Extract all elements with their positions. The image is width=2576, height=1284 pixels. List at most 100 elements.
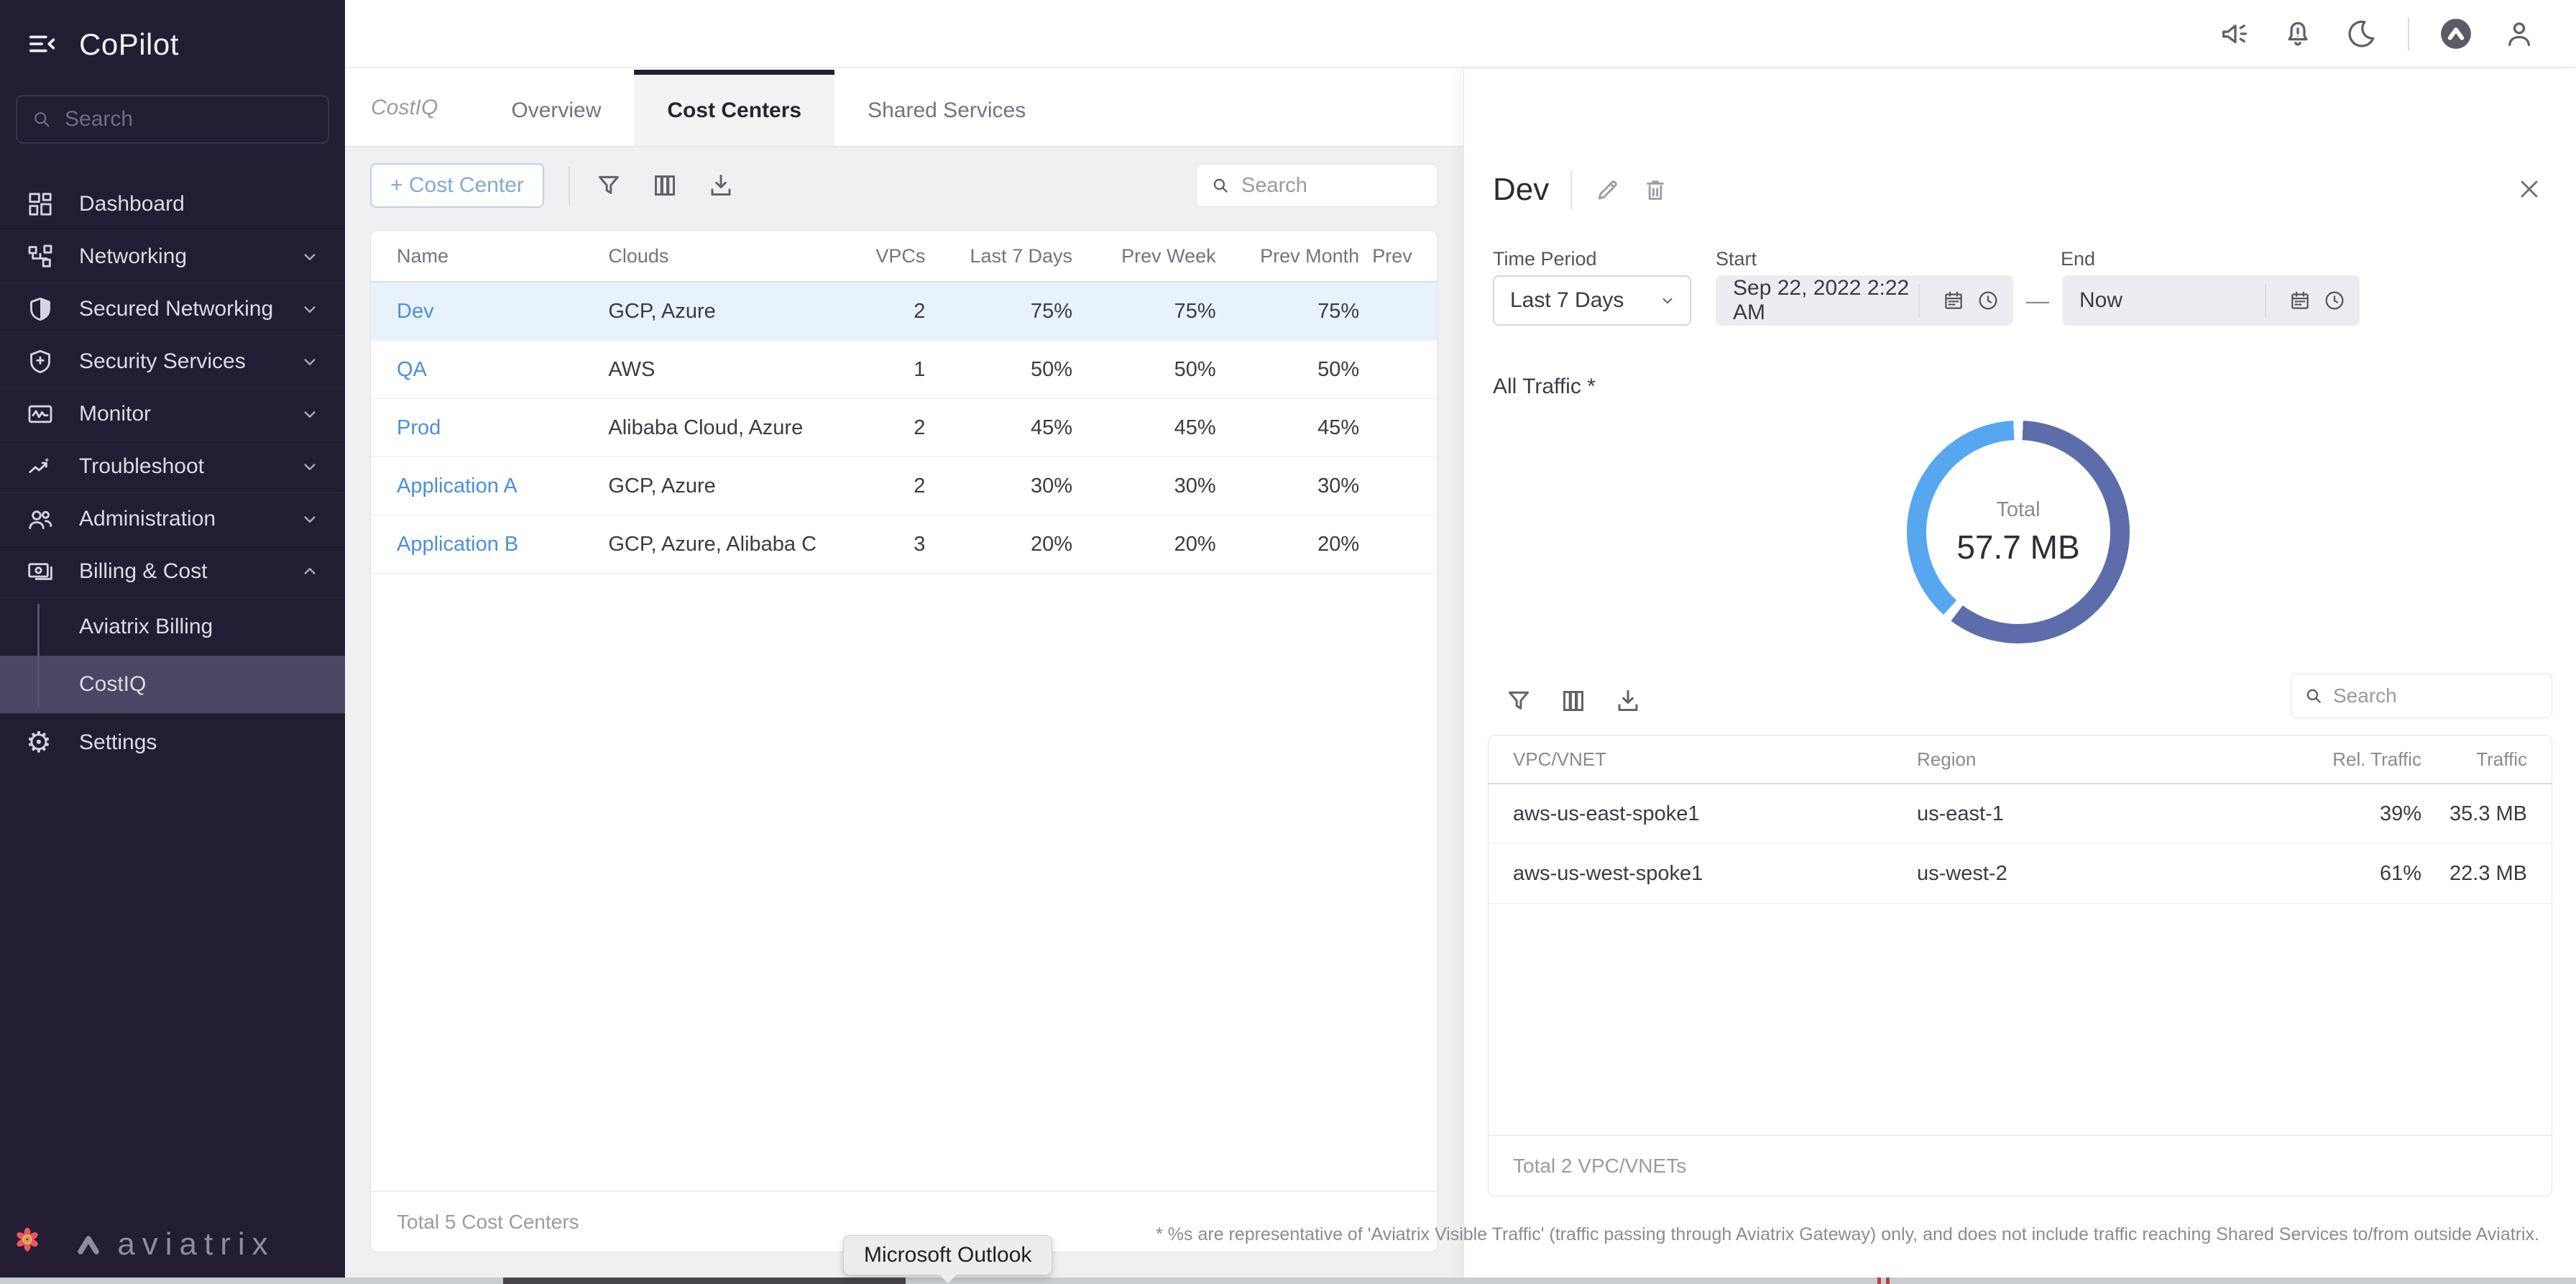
filter-icon[interactable]	[1504, 687, 1533, 715]
dark-mode-moon-icon[interactable]	[2345, 17, 2378, 50]
column-header-clouds[interactable]: Clouds	[608, 245, 823, 267]
sidebar-item-secured-networking[interactable]: Secured Networking	[0, 283, 345, 336]
sidebar-item-administration[interactable]: Administration	[0, 493, 345, 546]
chevron-down-icon	[299, 351, 321, 372]
chevron-down-icon	[299, 508, 321, 530]
cost-center-link[interactable]: Prod	[397, 416, 441, 439]
table-row-dev[interactable]: Dev GCP, Azure 2 75% 75% 75%	[371, 283, 1437, 341]
trend-icon	[26, 452, 58, 481]
vpc-row-us-west[interactable]: aws-us-west-spoke1 us-west-2 61% 22.3 MB	[1489, 844, 2552, 904]
sidebar-item-aviatrix-billing[interactable]: Aviatrix Billing	[79, 615, 213, 638]
cost-centers-toolbar: + Cost Center	[370, 163, 1438, 208]
time-period-select[interactable]: Last 7 Days	[1493, 275, 1691, 326]
vpc-row-us-east[interactable]: aws-us-east-spoke1 us-east-1 39% 35.3 MB	[1489, 784, 2552, 844]
sidebar-search-input[interactable]	[63, 106, 344, 132]
aviatrix-mark-icon	[78, 1236, 100, 1255]
sidebar: CoPilot Dashboard Networking Secured Net…	[0, 0, 345, 1284]
detail-header: Dev	[1493, 169, 1688, 211]
search-icon	[1211, 176, 1230, 195]
cost-center-link[interactable]: QA	[397, 357, 427, 381]
column-header-prev[interactable]: Prev	[1372, 245, 1437, 267]
clock-icon[interactable]	[1976, 288, 2000, 313]
column-header-region[interactable]: Region	[1917, 748, 2305, 771]
column-header-prev-week[interactable]: Prev Week	[1085, 245, 1229, 267]
start-date-field[interactable]: Sep 22, 2022 2:22 AM	[1716, 275, 2013, 326]
donut-total-value: 57.7 MB	[1956, 528, 2080, 566]
column-header-vpc-vnet[interactable]: VPC/VNET	[1513, 748, 1607, 770]
end-date-field[interactable]: Now	[2062, 275, 2360, 326]
table-footer: Total 5 Cost Centers	[371, 1191, 1437, 1252]
chevron-down-icon	[299, 456, 321, 477]
billing-icon	[26, 557, 58, 586]
columns-icon[interactable]	[1559, 687, 1588, 715]
sidebar-item-settings[interactable]: ⚙ Settings	[26, 727, 157, 758]
columns-icon[interactable]	[650, 171, 679, 200]
collapse-menu-icon[interactable]	[26, 28, 59, 61]
download-icon[interactable]	[707, 171, 735, 200]
table-header-row: Name Clouds VPCs Last 7 Days Prev Week P…	[371, 231, 1437, 283]
vpc-table-footer: Total 2 VPC/VNETs	[1489, 1135, 2552, 1196]
filter-icon[interactable]	[594, 171, 623, 200]
calendar-icon[interactable]	[1941, 288, 1966, 313]
tab-bar: CostIQ Overview Cost Centers Shared Serv…	[345, 70, 1463, 147]
tab-shared-services[interactable]: Shared Services	[868, 98, 1026, 122]
section-label-costiq: CostIQ	[371, 96, 438, 119]
edit-pencil-icon[interactable]	[1593, 175, 1622, 204]
sidebar-item-monitor[interactable]: Monitor	[0, 388, 345, 441]
donut-total-label: Total	[1996, 497, 2041, 521]
taskbar-item	[503, 1278, 906, 1284]
detail-title: Dev	[1493, 172, 1550, 207]
column-header-traffic[interactable]: Traffic	[2434, 748, 2552, 771]
sidebar-item-dashboard[interactable]: Dashboard	[0, 178, 345, 231]
column-header-vpcs[interactable]: VPCs	[824, 245, 939, 267]
close-icon[interactable]	[2515, 175, 2544, 203]
aviatrix-avatar-icon[interactable]	[2439, 17, 2472, 50]
column-header-prev-month[interactable]: Prev Month	[1229, 245, 1373, 267]
gear-icon: ⚙	[26, 727, 52, 758]
cost-center-link[interactable]: Dev	[397, 299, 434, 323]
notifications-bell-icon[interactable]	[2281, 17, 2314, 50]
download-icon[interactable]	[1614, 687, 1642, 715]
sidebar-item-security-services[interactable]: Security Services	[0, 336, 345, 388]
sidebar-item-troubleshoot[interactable]: Troubleshoot	[0, 441, 345, 493]
cost-center-link[interactable]: Application B	[397, 532, 519, 556]
column-header-rel-traffic[interactable]: Rel. Traffic	[2305, 748, 2434, 771]
networking-icon	[26, 242, 58, 271]
clock-icon[interactable]	[2322, 288, 2347, 313]
profile-icon[interactable]	[2503, 17, 2536, 50]
sidebar-item-billing-cost[interactable]: Billing & Cost	[0, 546, 345, 598]
table-row-prod[interactable]: Prod Alibaba Cloud, Azure 2 45% 45% 45%	[371, 399, 1437, 457]
chevron-down-icon	[1658, 291, 1677, 310]
vpc-search-input[interactable]	[2332, 684, 2539, 708]
add-cost-center-button[interactable]: + Cost Center	[370, 163, 544, 208]
traffic-donut-chart: Total 57.7 MB	[1907, 421, 2130, 643]
sidebar-item-networking[interactable]: Networking	[0, 231, 345, 283]
megaphone-icon[interactable]	[2218, 17, 2251, 50]
chevron-down-icon	[299, 246, 321, 267]
calendar-icon[interactable]	[2288, 288, 2312, 313]
cost-center-link[interactable]: Application A	[397, 474, 518, 497]
vpc-search[interactable]	[2291, 674, 2552, 718]
table-row-application-b[interactable]: Application B GCP, Azure, Alibaba C 3 20…	[371, 515, 1437, 574]
delete-trash-icon[interactable]	[1641, 175, 1670, 204]
submenu-guide-line	[37, 604, 40, 707]
total-cost-centers: Total 5 Cost Centers	[397, 1210, 579, 1233]
search-icon	[2304, 687, 2323, 705]
tab-cost-centers[interactable]: Cost Centers	[634, 70, 835, 146]
table-row-qa[interactable]: QA AWS 1 50% 50% 50%	[371, 341, 1437, 399]
tab-overview[interactable]: Overview	[511, 98, 602, 122]
vpc-table: VPC/VNET Region Rel. Traffic Traffic aws…	[1488, 735, 2552, 1196]
people-icon	[26, 505, 58, 533]
table-row-application-a[interactable]: Application A GCP, Azure 2 30% 30% 30%	[371, 457, 1437, 515]
cost-centers-search[interactable]	[1196, 164, 1438, 207]
sidebar-search[interactable]	[16, 95, 344, 144]
sidebar-item-costiq[interactable]: CostIQ	[0, 656, 345, 713]
aviatrix-logo: aviatrix	[0, 1226, 345, 1262]
column-header-name[interactable]: Name	[397, 244, 449, 267]
time-period-label: Time Period	[1493, 248, 1597, 270]
cost-centers-table: Name Clouds VPCs Last 7 Days Prev Week P…	[370, 230, 1438, 1252]
vpc-table-header: VPC/VNET Region Rel. Traffic Traffic	[1489, 735, 2552, 784]
column-header-last7days[interactable]: Last 7 Days	[938, 245, 1085, 267]
cost-centers-search-input[interactable]	[1240, 173, 1422, 198]
shield-icon	[26, 295, 58, 324]
